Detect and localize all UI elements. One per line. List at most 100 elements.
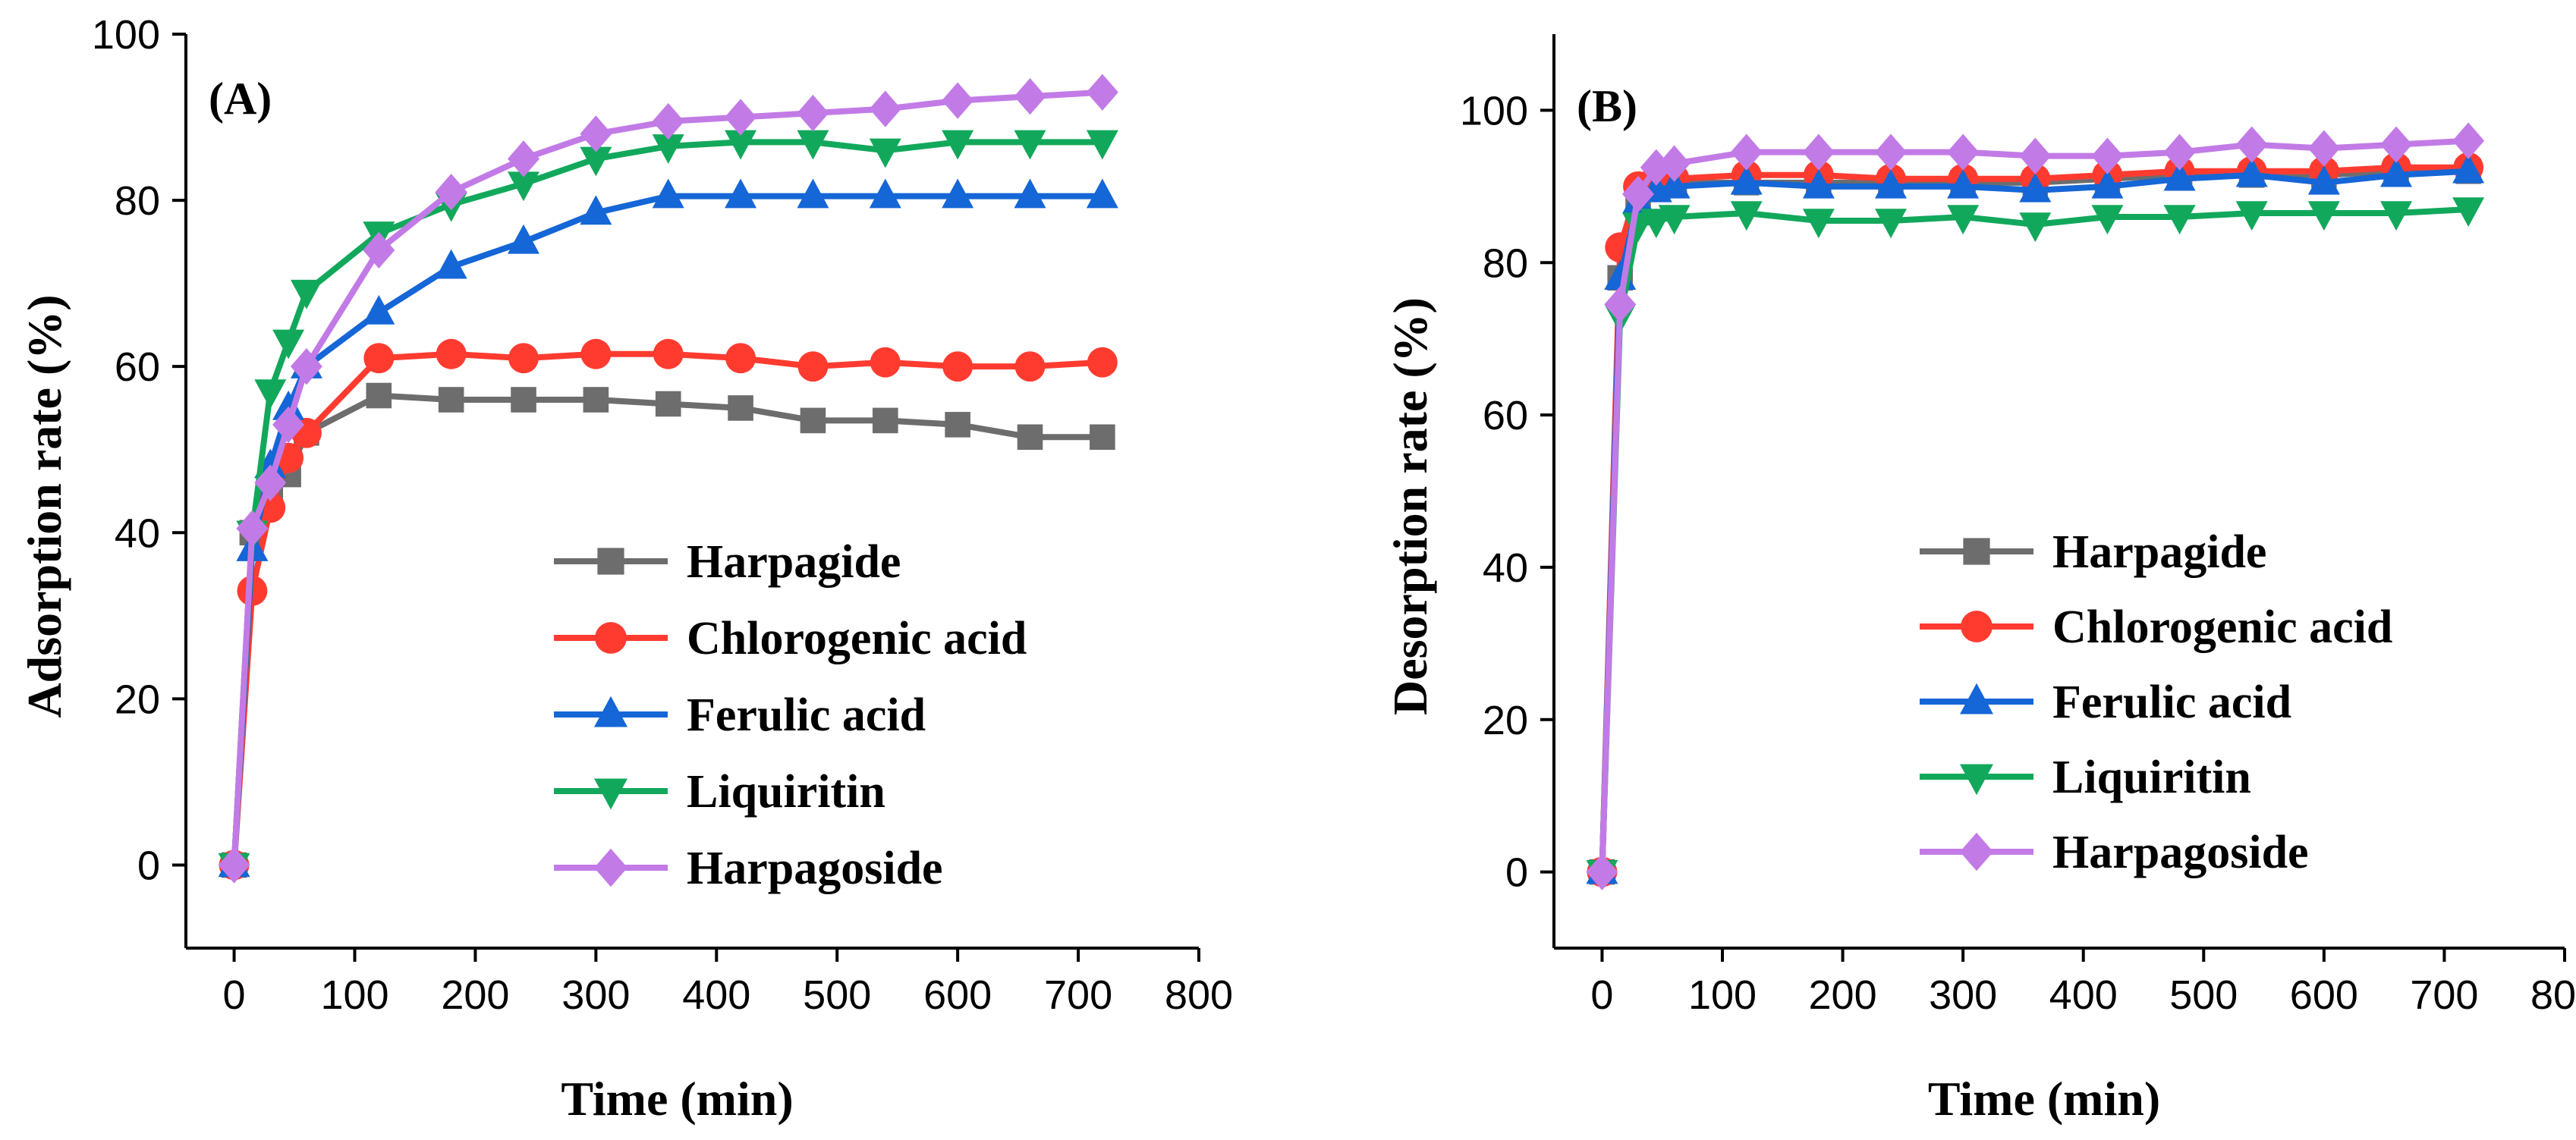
x-tick-label: 500 [803,972,871,1018]
y-tick-label: 40 [1483,545,1528,591]
data-point-liquiritin [2235,201,2268,231]
data-point-harpagoside [1604,286,1637,323]
data-point-harpagoside [236,510,269,547]
y-tick-label: 0 [1505,850,1528,896]
legend-marker-harpagide [597,548,624,575]
legend-label-harpagide: Harpagide [687,536,901,588]
data-point-chlorogenic-acid [1014,351,1046,382]
data-point-liquiritin [2380,201,2412,231]
data-point-ferulic-acid [2307,165,2340,195]
data-point-harpagide [366,382,392,409]
y-tick-label: 0 [137,843,160,888]
y-tick-label: 40 [115,510,160,556]
data-point-harpagoside [1802,133,1835,171]
data-point-harpagoside [580,115,612,152]
y-axis-title: Desorption rate (%) [1383,297,1437,715]
data-point-harpagoside [1875,133,1907,171]
data-point-harpagide [655,391,681,417]
legend-marker-ferulic-acid [1960,683,1993,714]
legend-label-harpagoside: Harpagoside [2052,827,2309,878]
legend-marker-harpagoside [594,848,627,887]
data-point-liquiritin [869,138,901,168]
data-point-harpagide [438,387,464,413]
legend-label-harpagoside: Harpagoside [687,843,943,894]
x-tick-label: 0 [1590,972,1613,1018]
y-axis-title: Adsorption rate (%) [17,294,71,718]
data-point-ferulic-acid [1730,165,1763,195]
data-point-ferulic-acid [2019,172,2052,203]
data-point-chlorogenic-acid [797,351,829,382]
x-tick-label: 800 [1165,972,1233,1018]
data-point-harpagide [800,407,826,434]
x-tick-label: 300 [1929,972,1997,1018]
x-tick-label: 100 [1688,972,1757,1018]
data-point-liquiritin [1014,130,1046,160]
data-point-ferulic-acid [1875,168,1907,199]
data-point-liquiritin [1875,209,1907,239]
data-point-harpagoside [2235,126,2268,163]
legend-marker-chlorogenic-acid [1961,611,1993,642]
data-point-harpagoside [652,102,684,140]
data-point-harpagide [1090,424,1115,451]
legend: Harpagide Chlorogenic acid Ferulic acid Liq… [1920,526,2392,878]
data-point-harpagoside [254,464,287,501]
y-tick-label: 100 [1460,88,1528,133]
y-tick-label: 60 [115,344,160,390]
x-axis-title: Time (min) [561,1072,793,1126]
data-point-liquiritin [2163,205,2196,235]
data-point-harpagide [583,387,609,413]
data-point-ferulic-acid [1086,178,1118,209]
data-point-harpagoside [1947,133,1980,171]
y-tick-label: 80 [115,178,160,224]
x-tick-label: 400 [682,972,750,1018]
data-point-liquiritin [1086,130,1118,160]
legend-label-chlorogenic-acid: Chlorogenic acid [2052,601,2392,653]
data-point-liquiritin [580,146,612,177]
data-point-harpagoside [2452,122,2485,159]
data-point-ferulic-acid [2380,157,2412,187]
data-point-liquiritin [2091,205,2124,235]
data-point-ferulic-acid [725,178,757,209]
data-point-harpagide [1017,424,1043,451]
data-point-harpagoside [1640,149,1672,186]
panel-label: (A) [209,74,272,124]
data-point-ferulic-acid [797,178,829,209]
data-point-liquiritin [797,130,829,160]
data-point-harpagide [511,387,536,413]
data-point-harpagoside [1086,74,1118,111]
data-point-chlorogenic-acid [436,338,467,369]
y-tick-label: 60 [1483,393,1528,438]
data-point-liquiritin [290,279,322,309]
data-point-ferulic-acid [1947,168,1980,199]
data-point-harpagoside [290,348,322,385]
data-point-harpagoside [2380,126,2412,163]
data-point-ferulic-acid [869,178,901,209]
data-point-ferulic-acid [1802,168,1835,199]
data-point-chlorogenic-acid [653,338,684,369]
x-tick-label: 300 [561,972,630,1018]
data-point-harpagoside [1014,78,1046,115]
x-axis-title: Time (min) [1928,1072,2160,1126]
x-tick-label: 400 [2049,972,2118,1018]
data-point-chlorogenic-acid [870,347,901,378]
x-tick-label: 200 [441,972,509,1018]
legend-label-ferulic-acid: Ferulic acid [687,689,926,741]
data-point-ferulic-acid [435,249,467,279]
legend-marker-liquiritin [1960,764,1993,796]
series-line-chlorogenic-acid [231,350,1103,865]
legend-label-liquiritin: Liquiritin [2052,752,2251,803]
data-point-liquiritin [254,379,287,410]
data-point-ferulic-acid [2163,161,2196,191]
y-tick-label: 80 [1483,240,1528,286]
y-tick-label: 20 [115,677,160,722]
data-point-liquiritin [652,134,684,164]
data-point-chlorogenic-acid [1087,347,1118,378]
legend-marker-liquiritin [594,778,627,810]
data-point-harpagoside [1658,145,1691,182]
data-point-chlorogenic-acid [725,343,756,374]
data-point-liquiritin [1658,205,1691,235]
legend-label-liquiritin: Liquiritin [687,766,885,818]
data-point-ferulic-acid [272,390,305,420]
x-tick-label: 100 [320,972,388,1018]
x-tick-label: 500 [2169,972,2238,1018]
